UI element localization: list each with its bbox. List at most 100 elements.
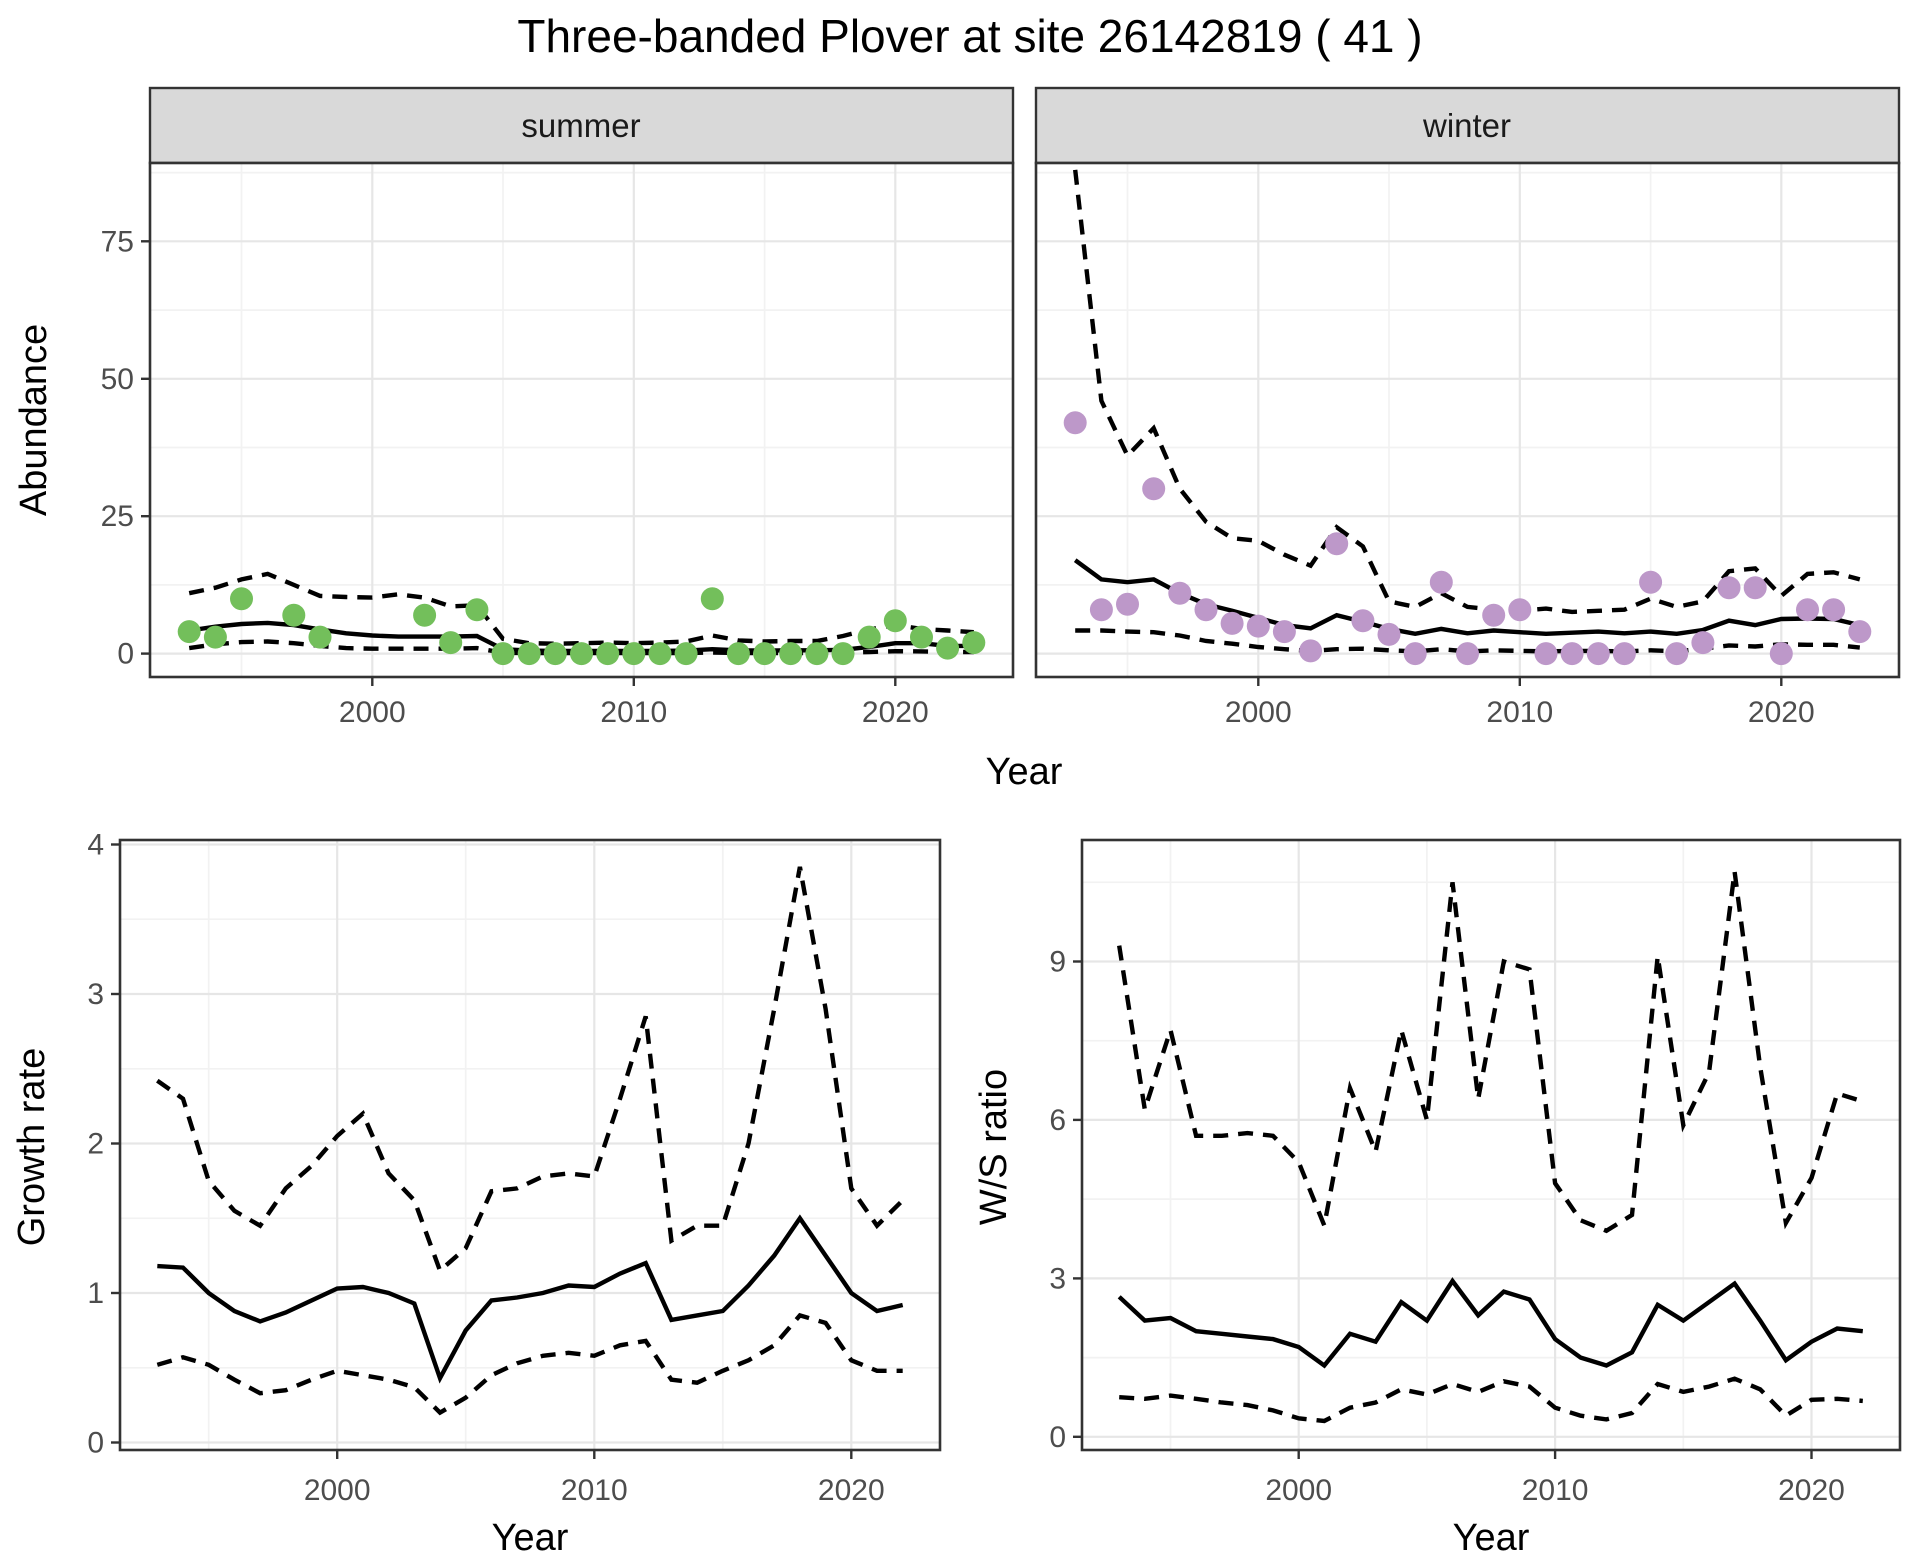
y-tick-label: 0 (87, 1427, 104, 1460)
observation-point (1168, 581, 1192, 605)
facet-strip-winter-label: winter (1422, 107, 1511, 144)
observation-point (1377, 622, 1401, 646)
facet-strip-winter (1034, 86, 1901, 165)
observation-point (1142, 477, 1166, 501)
observation-point (805, 642, 829, 666)
x-tick-label: 2020 (1778, 1474, 1845, 1507)
observation-point (831, 642, 855, 666)
panel-background (120, 840, 940, 1450)
panel-border (148, 161, 1015, 679)
y-tick-label: 1 (87, 1277, 104, 1310)
data-layer (1117, 871, 1864, 1424)
data-layer (156, 866, 905, 1416)
observation-point (230, 587, 253, 611)
facet-strip-summer (148, 86, 1015, 165)
observation-point (883, 609, 907, 633)
observation-point (1560, 642, 1584, 666)
observation-point (1194, 598, 1218, 622)
upper-ci-line (1073, 169, 1861, 615)
observation-point (1403, 642, 1427, 666)
ws-ratio-axis-title: W/S ratio (973, 1069, 1015, 1225)
observation-point (177, 620, 201, 644)
y-tick-label: 25 (101, 500, 134, 533)
x-tick-label: 2010 (1486, 696, 1553, 729)
y-tick-label: 3 (1049, 1262, 1066, 1295)
observation-point (1429, 570, 1453, 594)
x-tick-label: 2010 (561, 1474, 628, 1507)
y-tick-label: 4 (87, 829, 104, 862)
ws-year-axis-title: Year (1453, 1517, 1530, 1559)
growth-rate-panel: 2000 2010 2020 0 1 2 3 4 (87, 829, 942, 1507)
lower-ci-line (156, 1312, 903, 1416)
observation-point (1822, 598, 1846, 622)
abundance-summer-panel: 2000 2010 2020 0 25 50 75 (101, 161, 1015, 729)
panel-border (118, 838, 942, 1452)
observation-point (1456, 642, 1479, 666)
observation-point (1508, 598, 1532, 622)
observation-point (1743, 576, 1767, 600)
observation-point (439, 631, 463, 655)
lower-ci-line (1075, 628, 1861, 654)
observation-point (543, 642, 567, 666)
observation-point (465, 598, 489, 622)
y-tick-label: 50 (101, 363, 134, 396)
ws-ratio-panel: 2000 2010 2020 0 3 6 9 (1049, 838, 1902, 1507)
observation-point (1325, 532, 1349, 556)
observation-point (1796, 598, 1819, 622)
observation-point (779, 642, 803, 666)
observation-point (1063, 411, 1087, 435)
observation-point (517, 642, 541, 666)
x-tick-label: 2000 (339, 696, 406, 729)
y-tick-label: 3 (87, 978, 104, 1011)
y-tick-label: 0 (1049, 1421, 1066, 1454)
observation-point (674, 642, 698, 666)
observation-point (1769, 642, 1793, 666)
observation-point (570, 642, 593, 666)
observation-point (1586, 642, 1610, 666)
observation-point (1089, 598, 1113, 622)
observation-point (1534, 642, 1558, 666)
observation-point (910, 625, 933, 649)
top-year-axis-title: Year (986, 751, 1063, 793)
lower-ci-line (1119, 1376, 1863, 1424)
facet-strip-summer-label: summer (521, 107, 640, 144)
y-tick-label: 2 (87, 1128, 104, 1161)
observation-point (726, 642, 750, 666)
abundance-winter-panel: 2000 2010 2020 (1034, 161, 1901, 729)
observation-point (596, 642, 620, 666)
observation-point (1848, 620, 1872, 644)
observation-point (857, 625, 881, 649)
observation-point (753, 642, 777, 666)
data-layer (1063, 169, 1872, 666)
panel-background (1036, 163, 1899, 677)
x-tick-label: 2000 (1225, 696, 1292, 729)
observation-point (491, 642, 515, 666)
fit-line (157, 1214, 904, 1384)
upper-ci-line (188, 571, 974, 646)
observation-point (936, 636, 960, 660)
observation-point (1665, 642, 1689, 666)
observation-point (203, 625, 227, 649)
panel-background (1082, 840, 1900, 1450)
fit-line (1117, 1277, 1864, 1369)
x-tick-label: 2010 (1522, 1474, 1589, 1507)
x-tick-label: 2020 (862, 696, 929, 729)
growth-year-axis-title: Year (492, 1517, 569, 1559)
x-tick-label: 2000 (1265, 1474, 1332, 1507)
x-tick-label: 2010 (600, 696, 667, 729)
observation-point (700, 587, 724, 611)
observation-point (1717, 576, 1741, 600)
observation-point (1246, 614, 1270, 638)
observation-point (1482, 603, 1506, 627)
data-layer (177, 571, 986, 666)
observation-point (1639, 570, 1663, 594)
observation-point (1351, 609, 1375, 633)
panel-border (1034, 161, 1901, 679)
y-tick-label: 0 (117, 638, 134, 671)
observation-point (648, 642, 672, 666)
observation-point (1691, 631, 1715, 655)
observation-point (1116, 592, 1139, 616)
observation-point (1220, 611, 1244, 635)
